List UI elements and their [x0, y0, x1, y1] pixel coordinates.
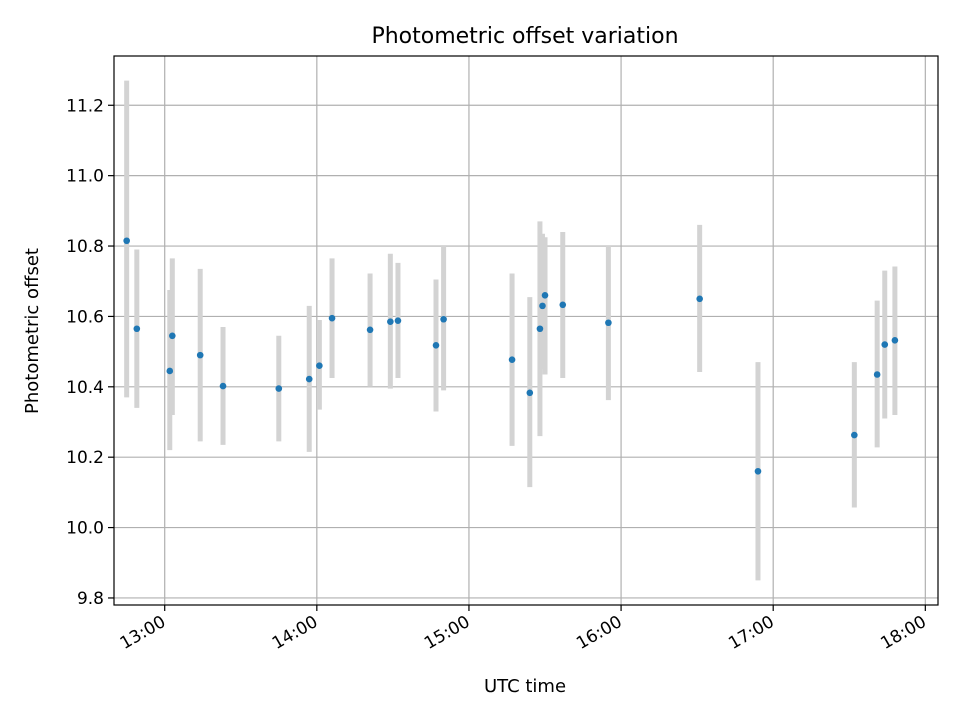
- data-point: [432, 341, 440, 349]
- y-tick-label: 10.0: [66, 519, 104, 539]
- data-point: [539, 302, 546, 310]
- data-point: [316, 362, 323, 369]
- grid: [114, 56, 938, 605]
- y-axis-label: Photometric offset: [22, 248, 43, 414]
- data-point: [526, 389, 534, 397]
- data-point: [387, 318, 394, 326]
- y-tick-label: 9.8: [77, 589, 104, 609]
- x-tick-label: 14:00: [269, 612, 321, 654]
- data-point: [196, 351, 204, 359]
- data-point: [891, 337, 899, 344]
- error-bars: [124, 80, 898, 581]
- x-axis: 13:00 14:00 15:00 16:00 17:00 18:00: [117, 605, 930, 654]
- data-point: [166, 367, 174, 375]
- data-point: [605, 319, 612, 327]
- x-axis-label: UTC time: [484, 676, 566, 697]
- chart-title: Photometric offset variation: [371, 24, 678, 49]
- data-point: [328, 314, 336, 322]
- data-point: [873, 371, 881, 378]
- data-point: [851, 431, 858, 439]
- x-tick-label: 18:00: [877, 612, 929, 654]
- y-tick-label: 10.8: [66, 237, 104, 257]
- data-point: [305, 375, 313, 383]
- x-tick-label: 13:00: [117, 612, 169, 654]
- data-points: [123, 237, 899, 475]
- data-point: [169, 332, 176, 340]
- x-tick-label: 16:00: [573, 612, 625, 654]
- data-point: [754, 467, 762, 475]
- x-tick-label: 15:00: [421, 612, 473, 654]
- data-point: [133, 325, 141, 333]
- data-point: [559, 301, 567, 309]
- data-point: [394, 317, 402, 324]
- data-point: [440, 315, 447, 323]
- data-point: [508, 356, 516, 364]
- plot-frame: [113, 55, 939, 606]
- data-point: [123, 237, 130, 245]
- data-point: [536, 325, 544, 333]
- data-point: [541, 292, 549, 299]
- y-tick-label: 10.4: [66, 378, 104, 398]
- data-point: [696, 295, 703, 303]
- data-point: [881, 341, 889, 348]
- data-point: [219, 382, 227, 390]
- y-tick-label: 10.6: [66, 307, 104, 327]
- y-tick-label: 11.0: [66, 167, 104, 187]
- y-tick-label: 11.2: [66, 96, 104, 116]
- data-point: [366, 326, 374, 334]
- y-axis: 9.8 10.0 10.2 10.4 10.6 10.8 11.0 11.2: [66, 96, 114, 609]
- y-tick-label: 10.2: [66, 448, 104, 468]
- x-tick-label: 17:00: [725, 612, 777, 654]
- data-point: [275, 385, 283, 392]
